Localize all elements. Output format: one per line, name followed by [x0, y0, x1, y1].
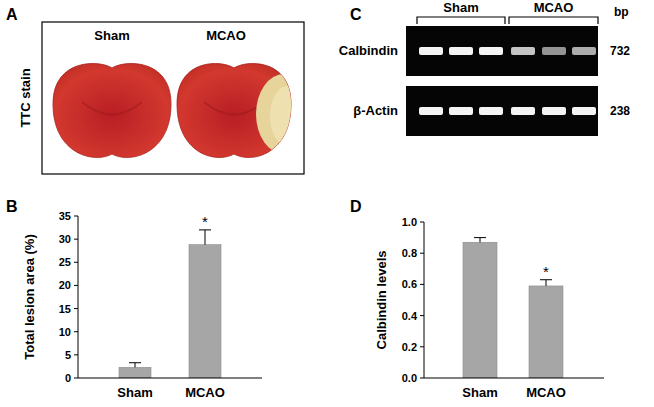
infarct-core: [270, 86, 306, 146]
panel-letter: C: [350, 6, 362, 23]
y-tick: [420, 284, 424, 285]
y-tick-label: 5: [65, 349, 71, 361]
bar: [529, 286, 563, 378]
gel-band: [572, 47, 596, 55]
slice-detail: [82, 102, 142, 115]
y-axis-label: Total lesion area (%): [22, 234, 37, 359]
y-axis-label: Calbindin levels: [374, 251, 389, 350]
group-label: Sham: [443, 0, 478, 15]
y-tick-label: 0.0: [402, 372, 417, 384]
gel-band: [542, 107, 566, 115]
bar-chart: Sham MCAO 0.0 0.2 0.4 0.6 0.8 1.0 Calbindin leve…: [374, 216, 604, 400]
category-label: Sham: [117, 385, 152, 400]
row-label: β-Actin: [353, 103, 398, 118]
row-label: TTC stain: [18, 68, 33, 127]
y-tick-label: 25: [59, 256, 71, 268]
y-tick-label: 10: [59, 326, 71, 338]
y-tick: [74, 308, 78, 309]
gel-band: [511, 107, 535, 115]
bar: [463, 242, 497, 378]
y-tick: [74, 331, 78, 332]
bar: [189, 245, 221, 378]
x-axis: [424, 378, 604, 379]
category-label: Sham: [462, 385, 497, 400]
y-tick-label: 0.6: [402, 278, 417, 290]
group-label: MCAO: [534, 0, 574, 15]
infarct: [256, 74, 312, 154]
gel-band: [419, 107, 443, 115]
bar: [119, 367, 151, 378]
column-label: MCAO: [206, 28, 246, 43]
y-tick-label: 0.8: [402, 247, 417, 259]
y-axis: [78, 216, 79, 378]
y-tick: [74, 354, 78, 355]
row-label: Calbindin: [339, 43, 398, 58]
y-axis: [424, 222, 425, 378]
bars: [119, 230, 221, 378]
y-tick: [74, 378, 78, 379]
slice-texture: [82, 102, 142, 115]
figure: A B C D TTC stain Sham MCAO bp Sham MCAO Calbindin…: [0, 0, 654, 407]
slice-texture: [204, 102, 264, 115]
y-tick: [420, 315, 424, 316]
bars: [463, 238, 563, 378]
y-tick: [420, 253, 424, 254]
gel-band: [419, 47, 443, 55]
error-bar: [199, 230, 211, 245]
panel-letter: B: [6, 198, 18, 215]
gel-image: [406, 86, 598, 136]
y-tick-label: 20: [59, 279, 71, 291]
y-tick: [74, 239, 78, 240]
size-label: 732: [610, 44, 630, 58]
category-label: MCAO: [526, 385, 566, 400]
y-tick: [420, 378, 424, 379]
significance-mark: *: [543, 263, 549, 280]
brain-slice: [53, 64, 171, 158]
y-tick-label: 35: [59, 210, 71, 222]
y-tick: [420, 222, 424, 223]
gel-band: [479, 107, 503, 115]
group-bracket: [417, 17, 505, 24]
y-tick-label: 1.0: [402, 216, 417, 228]
significance-mark: *: [202, 213, 208, 230]
y-tick: [74, 285, 78, 286]
category-label: MCAO: [185, 385, 225, 400]
group-bracket: [509, 17, 598, 24]
y-tick: [74, 262, 78, 263]
gel-band: [542, 47, 566, 55]
gel-band: [572, 107, 596, 115]
y-tick-label: 30: [59, 233, 71, 245]
panel-letter: A: [6, 6, 18, 23]
y-tick-label: 0.4: [402, 310, 418, 322]
x-axis: [78, 378, 262, 379]
panel-letter: D: [350, 198, 362, 215]
slice-detail: [204, 74, 312, 154]
column-label: Sham: [94, 28, 129, 43]
unit-label: bp: [614, 5, 629, 19]
gel-band: [479, 47, 503, 55]
error-bar: [474, 238, 486, 243]
gel-band: [511, 47, 535, 55]
error-bar: [129, 363, 141, 368]
y-tick-label: 0.2: [402, 341, 417, 353]
gel-image: [406, 26, 598, 76]
size-label: 238: [610, 104, 630, 118]
y-tick-label: 0: [65, 372, 71, 384]
bar-chart: Sham MCAO 0 5 10 15 20 25 30 35 Total lesion area …: [22, 210, 262, 400]
gel-band: [449, 107, 473, 115]
y-tick-label: 15: [59, 303, 71, 315]
y-tick: [420, 346, 424, 347]
gel-band: [449, 47, 473, 55]
y-tick: [74, 216, 78, 217]
error-bar: [540, 280, 552, 286]
